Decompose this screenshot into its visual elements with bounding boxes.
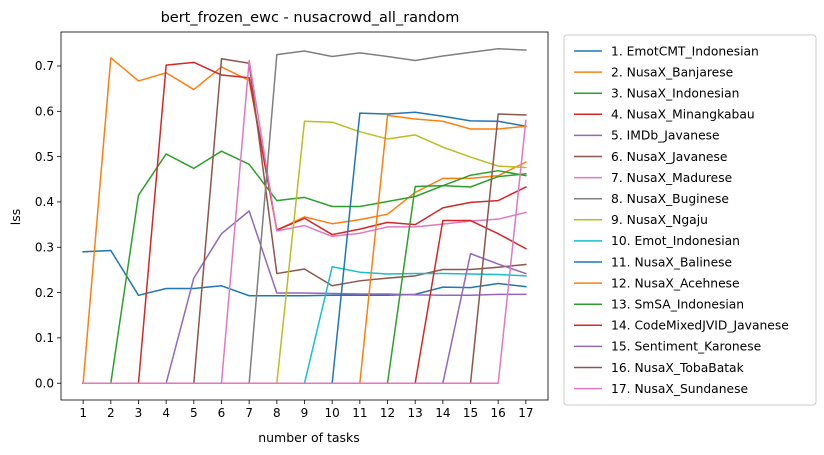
x-tick-label: 6 xyxy=(218,406,226,420)
legend: 1. EmotCMT_Indonesian 2. NusaX_Banjarese 3… xyxy=(563,34,817,406)
x-axis-label: number of tasks xyxy=(258,430,360,445)
x-tick-label: 3 xyxy=(135,406,143,420)
legend-entry: 9. NusaX_Ngaju xyxy=(611,213,708,227)
axes: 1 2 3 4 5 6 7 8 9 10 11 12 13 14 15 16 170.00.10.20.30.4… xyxy=(35,31,549,420)
legend-entry: 5. IMDb_Javanese xyxy=(611,129,720,143)
x-tick-label: 13 xyxy=(408,406,423,420)
series-line-10 xyxy=(82,266,527,384)
x-tick-label: 12 xyxy=(380,406,395,420)
legend-entry: 2. NusaX_Banjarese xyxy=(611,65,733,79)
series-lines xyxy=(82,48,527,385)
series-line-17 xyxy=(82,119,527,384)
x-tick-label: 9 xyxy=(301,406,309,420)
x-tick-label: 2 xyxy=(107,406,115,420)
legend-entry: 11. NusaX_Balinese xyxy=(611,255,732,269)
series-line-2 xyxy=(82,57,527,385)
legend-entry: 14. CodeMixedJVID_Javanese xyxy=(611,319,789,333)
legend-entry: 6. NusaX_Javanese xyxy=(611,150,727,164)
y-tick-label: 0.6 xyxy=(35,105,54,119)
legend-entry: 3. NusaX_Indonesian xyxy=(611,87,739,101)
x-tick-label: 16 xyxy=(491,406,506,420)
x-tick-label: 17 xyxy=(518,406,533,420)
x-tick-label: 14 xyxy=(435,406,450,420)
y-tick-label: 0.2 xyxy=(35,286,54,300)
y-axis-label: lss xyxy=(8,209,23,226)
y-tick-label: 0.3 xyxy=(35,240,54,254)
x-tick-label: 4 xyxy=(162,406,170,420)
series-line-8 xyxy=(82,48,527,384)
x-tick-label: 10 xyxy=(325,406,340,420)
legend-entry: 13. SmSA_Indonesian xyxy=(611,298,744,312)
series-line-5 xyxy=(82,210,527,384)
series-line-4 xyxy=(82,61,527,384)
legend-entry: 12. NusaX_Acehnese xyxy=(611,276,740,290)
legend-entry: 16. NusaX_TobaBatak xyxy=(611,361,745,375)
y-tick-label: 0.5 xyxy=(35,150,54,164)
series-line-13 xyxy=(82,169,527,384)
y-tick-label: 0.7 xyxy=(35,59,54,73)
y-tick-label: 0.0 xyxy=(35,376,54,390)
x-tick-label: 8 xyxy=(273,406,281,420)
series-line-15 xyxy=(82,252,527,384)
legend-box xyxy=(563,34,817,406)
series-line-1 xyxy=(82,249,527,297)
chart-title: bert_frozen_ewc - nusacrowd_all_random xyxy=(161,10,460,26)
legend-entry: 10. Emot_Indonesian xyxy=(611,234,740,248)
legend-entry: 17. NusaX_Sundanese xyxy=(611,382,748,396)
x-tick-label: 7 xyxy=(245,406,253,420)
series-line-7 xyxy=(82,59,527,384)
legend-entry: 1. EmotCMT_Indonesian xyxy=(611,44,759,58)
y-tick-label: 0.4 xyxy=(35,195,54,209)
legend-entry: 4. NusaX_Minangkabau xyxy=(611,108,755,122)
x-tick-label: 1 xyxy=(79,406,87,420)
legend-entry: 7. NusaX_Madurese xyxy=(611,171,732,185)
legend-entry: 8. NusaX_Buginese xyxy=(611,192,729,206)
legend-entry: 15. Sentiment_Karonese xyxy=(611,340,761,354)
x-tick-label: 15 xyxy=(463,406,478,420)
y-tick-label: 0.1 xyxy=(35,331,54,345)
x-tick-label: 5 xyxy=(190,406,198,420)
x-tick-label: 11 xyxy=(352,406,367,420)
series-line-3 xyxy=(82,150,527,384)
